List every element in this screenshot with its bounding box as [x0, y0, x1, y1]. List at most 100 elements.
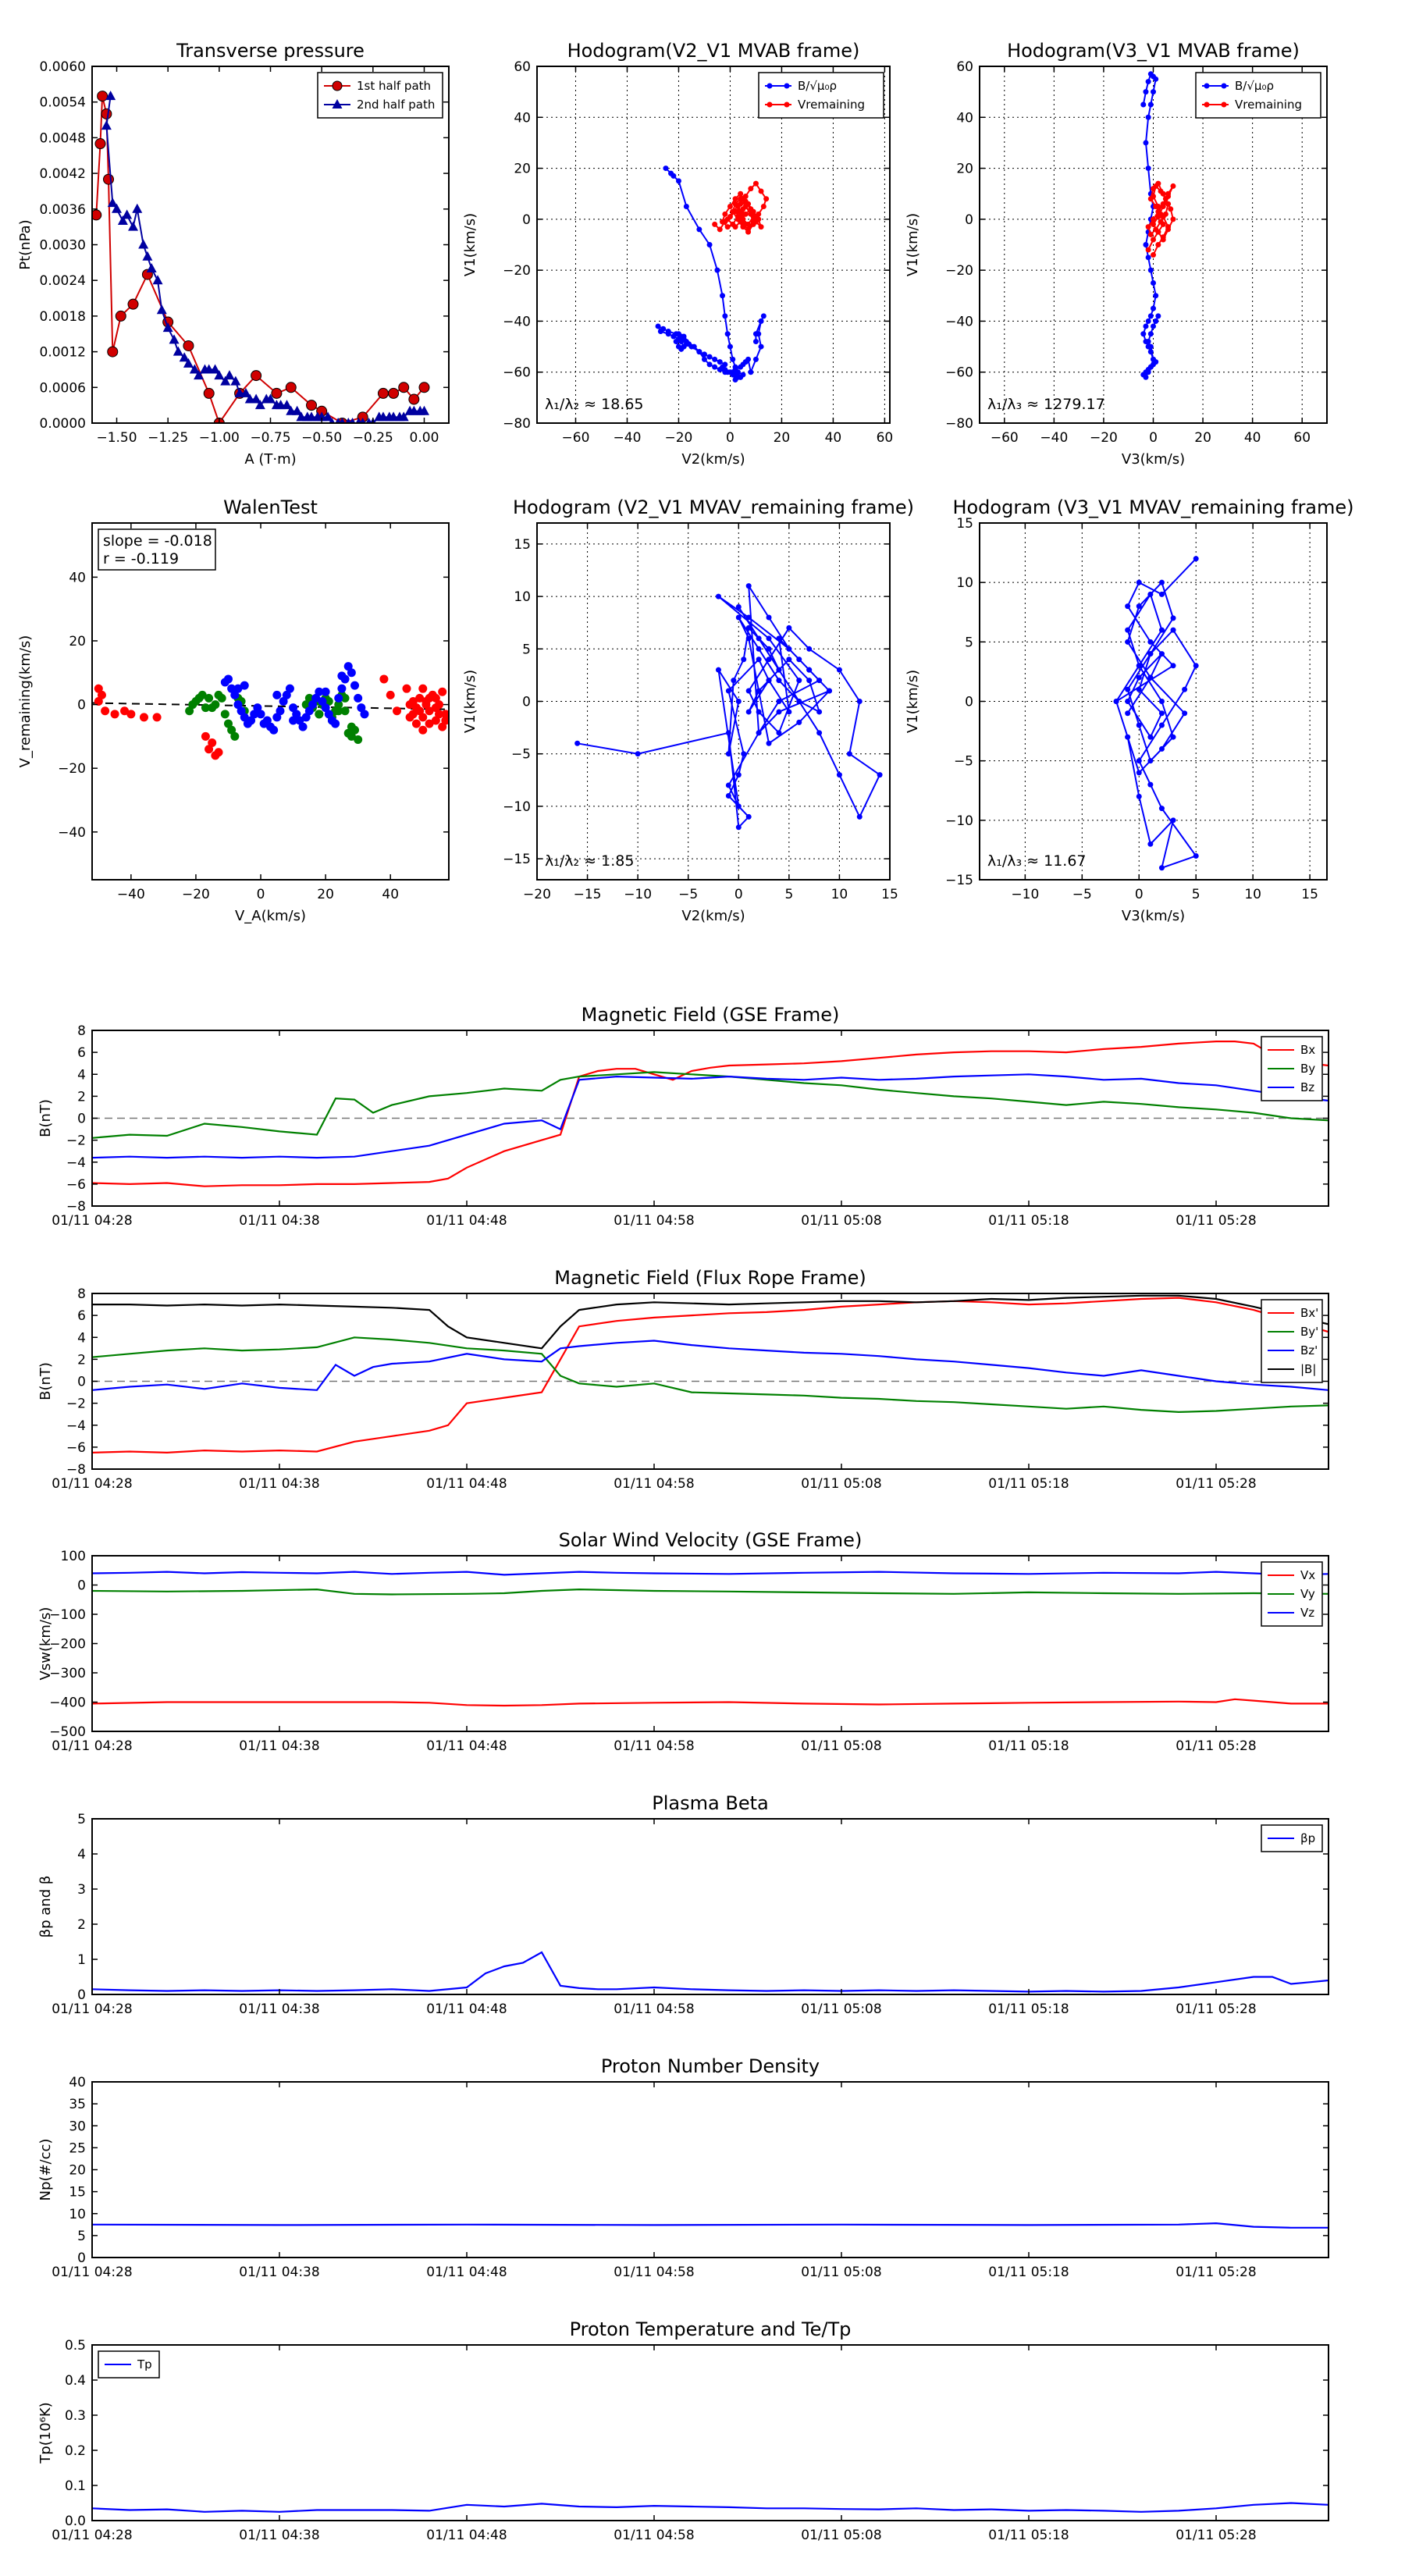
plot-area: [92, 1040, 1329, 1187]
data-point: [1160, 204, 1166, 210]
y-tick-label: −40: [58, 825, 86, 841]
data-point: [722, 313, 728, 319]
data-point: [250, 710, 259, 719]
data-point: [214, 748, 223, 757]
chart-title: Plasma Beta: [652, 1792, 768, 1814]
data-point: [1170, 734, 1176, 740]
data-point: [240, 713, 249, 722]
x-tick-label: 0: [735, 887, 743, 902]
y-tick-label: −60: [945, 365, 973, 381]
data-point: [315, 687, 324, 696]
chart-9: 01/11 04:28 01/11 04:38 01/11 04:48 01/11 0…: [37, 1792, 1329, 2017]
data-point: [715, 667, 721, 673]
y-tick-label: −20: [503, 263, 531, 279]
plot-area: [574, 583, 883, 831]
x-tick-label: 60: [1293, 430, 1311, 446]
data-point: [675, 336, 681, 342]
data-point: [786, 646, 792, 652]
data-point: [1193, 663, 1199, 669]
x-tick-label: 01/11 05:18: [988, 1476, 1069, 1492]
data-point: [745, 226, 752, 233]
data-point: [1155, 204, 1161, 210]
data-point: [701, 356, 707, 362]
x-tick-label: −1.50: [96, 430, 137, 446]
data-point: [279, 697, 288, 706]
data-point: [142, 251, 153, 261]
axes-frame: [536, 66, 891, 424]
data-point: [194, 370, 205, 380]
x-tick-label: 01/11 05:28: [1176, 2528, 1256, 2543]
data-point: [696, 349, 702, 355]
chart-title: Magnetic Field (Flux Rope Frame): [554, 1267, 866, 1289]
y-tick-label: 20: [69, 2163, 86, 2179]
data-point: [1158, 865, 1165, 871]
data-point: [431, 716, 440, 725]
x-tick-label: 01/11 05:28: [1176, 2001, 1256, 2017]
chart-4: −20 −15 −10 −5 0 5 10 15 −15 −10 −5 0 5 10 15 Hodogram …: [462, 496, 914, 924]
x-tick-label: 10: [1244, 887, 1261, 902]
data-point: [105, 91, 116, 101]
y-tick-label: −4: [66, 1155, 86, 1171]
data-point: [386, 690, 395, 699]
data-point: [285, 684, 294, 693]
data-point: [756, 211, 762, 217]
data-point: [766, 635, 772, 642]
data-point: [418, 382, 430, 393]
x-tick-label: 01/11 04:28: [52, 2528, 132, 2543]
data-point: [1155, 214, 1161, 220]
y-tick-label: 0.4: [65, 2373, 86, 2389]
x-tick-label: −40: [117, 887, 145, 902]
x-tick-label: −20: [1090, 430, 1118, 446]
y-tick-label: 8: [77, 1286, 86, 1302]
data-point: [272, 690, 282, 699]
data-point: [1151, 356, 1156, 362]
x-tick-label: 0: [726, 430, 735, 446]
y-tick-label: 10: [69, 2207, 86, 2222]
data-point: [1153, 76, 1159, 82]
data-point: [750, 214, 756, 220]
data-point: [776, 730, 782, 736]
x-tick-label: 20: [774, 430, 791, 446]
x-tick-label: −40: [1040, 430, 1068, 446]
data-point: [122, 209, 133, 219]
data-point: [1147, 781, 1154, 788]
data-point: [730, 208, 736, 215]
y-tick-label: −4: [66, 1418, 86, 1434]
x-tick-label: 20: [1194, 430, 1211, 446]
data-point: [162, 322, 173, 333]
data-point: [1143, 89, 1149, 95]
data-point: [735, 604, 742, 610]
y-tick-label: 35: [69, 2097, 86, 2112]
data-point: [337, 671, 347, 681]
data-point: [745, 614, 752, 621]
chart-6: 01/11 04:28 01/11 04:38 01/11 04:48 01/11 0…: [37, 1004, 1329, 1229]
data-point: [311, 693, 321, 703]
data-point: [438, 722, 447, 731]
plot-area: [92, 2222, 1329, 2229]
data-point: [272, 713, 282, 722]
data-point: [269, 725, 279, 735]
data-point: [379, 674, 389, 684]
y-tick-label: −2: [66, 1397, 86, 1412]
y-tick-label: −5: [511, 747, 531, 763]
data-point: [203, 387, 215, 399]
data-point: [1147, 639, 1154, 645]
y-tick-label: 0.0018: [40, 309, 86, 325]
data-point: [745, 709, 752, 715]
y-tick-label: 8: [77, 1023, 86, 1039]
data-point: [185, 706, 194, 716]
data-point: [276, 706, 285, 716]
data-point: [752, 339, 759, 345]
x-tick-label: 15: [881, 887, 898, 902]
data-point: [422, 700, 431, 710]
data-point: [725, 688, 731, 694]
data-point: [146, 262, 157, 272]
data-point: [763, 196, 770, 202]
y-tick-label: 15: [514, 537, 531, 553]
data-point: [1160, 234, 1166, 240]
data-point: [411, 719, 421, 728]
annotation-text: slope = -0.018: [103, 532, 212, 550]
y-tick-label: −40: [945, 314, 973, 329]
data-point: [1147, 841, 1154, 847]
